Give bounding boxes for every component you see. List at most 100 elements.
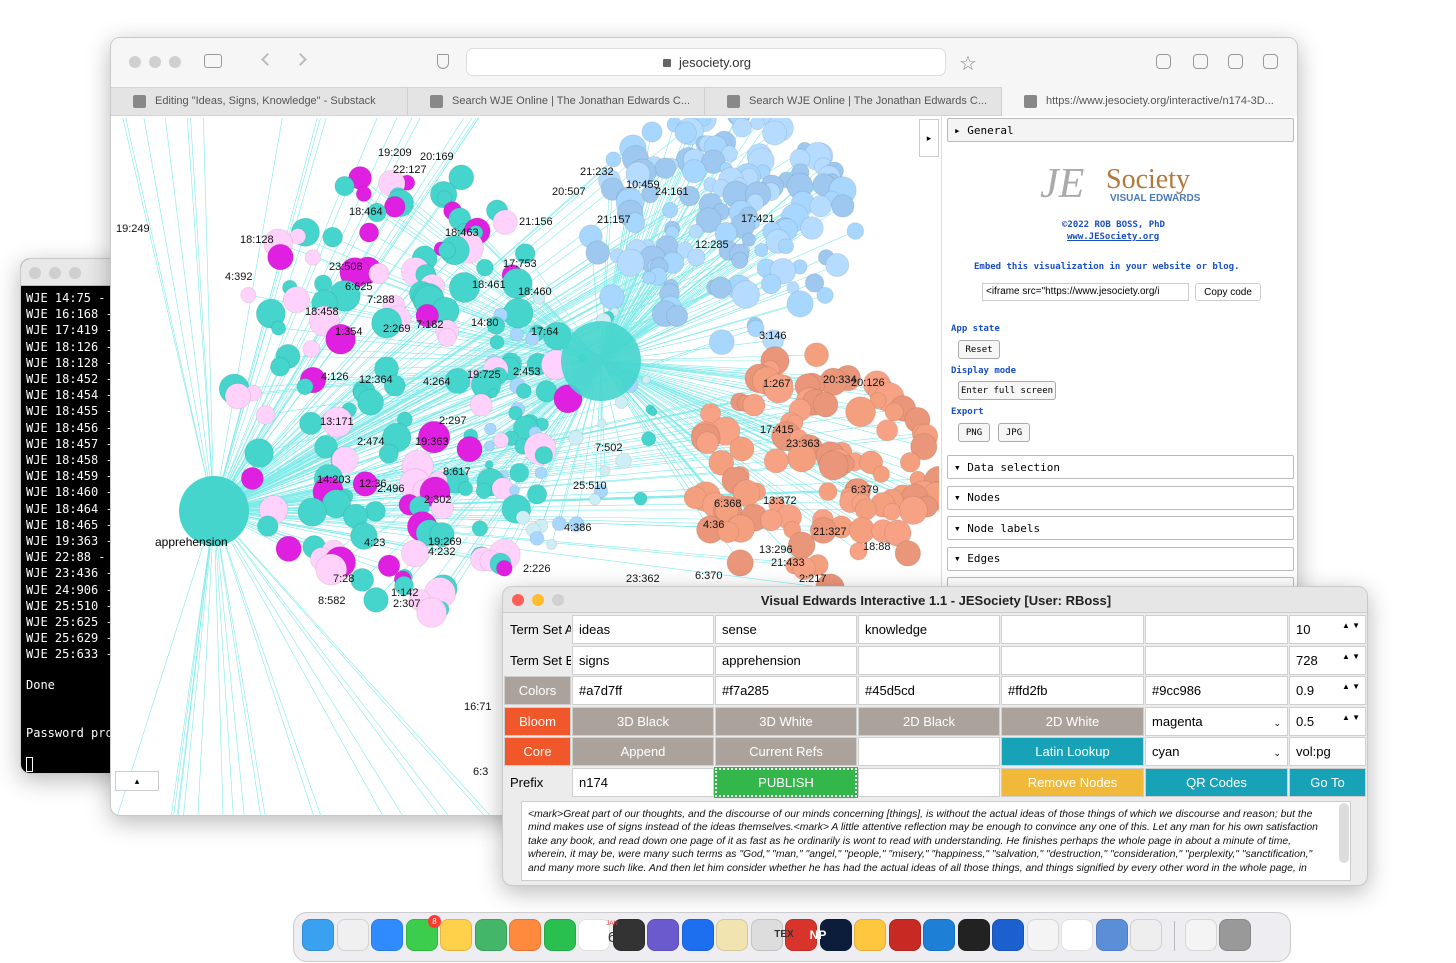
text-field[interactable]: #45d5cd xyxy=(858,676,1000,705)
app-icon[interactable] xyxy=(785,919,817,951)
spinner[interactable]: 0.5 ▲ ▼ xyxy=(1289,706,1366,736)
text-field[interactable] xyxy=(858,645,1000,675)
button[interactable]: 3D White xyxy=(715,706,857,736)
app-icon[interactable] xyxy=(336,919,369,951)
button[interactable]: QR Codes xyxy=(1145,767,1288,797)
toolbar-icon[interactable] xyxy=(1263,54,1278,69)
button[interactable]: Latin Lookup xyxy=(1001,737,1144,766)
app-icon[interactable] xyxy=(302,919,334,951)
window-button[interactable] xyxy=(532,594,544,606)
text-field[interactable] xyxy=(858,767,1000,797)
button[interactable]: PUBLISH xyxy=(714,766,858,798)
text-field[interactable]: #a7d7ff xyxy=(572,676,714,705)
button[interactable]: Core xyxy=(504,737,571,766)
app-icon[interactable] xyxy=(1061,919,1093,951)
button[interactable]: Go To xyxy=(1289,767,1366,797)
toolbar-icon[interactable] xyxy=(1156,54,1171,69)
tab[interactable]: Editing "Ideas, Signs, Knowledge" - Subs… xyxy=(111,87,408,116)
app-icon[interactable] xyxy=(578,919,610,951)
app-icon[interactable] xyxy=(612,919,645,951)
button[interactable]: Remove Nodes xyxy=(1001,767,1144,797)
reset-button[interactable]: Reset xyxy=(958,340,1000,359)
app-icon[interactable] xyxy=(750,919,783,951)
app-icon[interactable] xyxy=(819,919,852,951)
collapse-button[interactable]: ▸ xyxy=(919,119,939,157)
text-field[interactable]: #9cc986 xyxy=(1145,676,1288,705)
text-area[interactable]: <mark>Great part of our thoughts, and th… xyxy=(521,801,1351,881)
folder-general[interactable]: ▸ General xyxy=(947,118,1294,142)
app-icon[interactable] xyxy=(957,919,990,951)
copy-button[interactable]: Copy code xyxy=(1195,283,1261,301)
site-link[interactable]: www.JESociety.org xyxy=(1067,232,1160,242)
tab[interactable]: Search WJE Online | The Jonathan Edwards… xyxy=(408,87,705,116)
text-field[interactable] xyxy=(1001,645,1144,675)
spinner[interactable]: 10 ▲ ▼ xyxy=(1289,615,1366,644)
window-button[interactable] xyxy=(552,594,564,606)
text-field[interactable]: knowledge xyxy=(858,615,1000,644)
dropdown[interactable]: cyan ⌄ xyxy=(1145,737,1288,766)
spinner[interactable]: 728 ▲ ▼ xyxy=(1289,645,1366,675)
bookmark-star[interactable]: ☆ xyxy=(959,53,977,75)
text-field[interactable]: ideas xyxy=(572,615,714,644)
text-field[interactable]: signs xyxy=(572,645,714,675)
app-icon[interactable] xyxy=(1219,919,1251,951)
app-icon[interactable] xyxy=(440,919,472,951)
text-field[interactable]: n174 xyxy=(572,767,714,797)
folder[interactable]: ▾ Data selection xyxy=(947,455,1294,479)
window-button[interactable] xyxy=(169,56,181,68)
app-icon[interactable] xyxy=(405,919,438,951)
address-bar[interactable]: jesociety.org xyxy=(466,48,946,76)
app-icon[interactable] xyxy=(371,919,403,951)
window-button[interactable] xyxy=(29,267,41,279)
app-icon[interactable] xyxy=(1095,919,1128,951)
text-field[interactable] xyxy=(858,737,1000,766)
sidebar-button[interactable] xyxy=(204,54,222,68)
app-icon[interactable] xyxy=(1026,919,1059,951)
app-icon[interactable] xyxy=(509,919,541,951)
tab[interactable]: https://www.jesociety.org/interactive/n1… xyxy=(1002,87,1297,116)
app-icon[interactable] xyxy=(888,919,921,951)
jpg-button[interactable]: JPG xyxy=(998,423,1030,442)
toolbar-icon[interactable] xyxy=(1228,54,1243,69)
window-button[interactable] xyxy=(69,267,81,279)
app-icon[interactable] xyxy=(543,919,576,951)
spinner[interactable]: 0.9 ▲ ▼ xyxy=(1289,676,1366,705)
app-icon[interactable] xyxy=(647,919,679,951)
text-field[interactable]: sense xyxy=(715,615,857,644)
folder[interactable]: ▾ Nodes xyxy=(947,485,1294,510)
text-field[interactable]: #ffd2fb xyxy=(1001,676,1144,705)
window-button[interactable] xyxy=(512,594,524,606)
window-button[interactable] xyxy=(149,56,161,68)
app-icon[interactable] xyxy=(716,919,748,951)
button[interactable]: 3D Black xyxy=(572,706,714,736)
app-icon[interactable] xyxy=(923,919,955,951)
app-icon[interactable] xyxy=(474,919,507,951)
button[interactable]: Append xyxy=(572,737,714,766)
iframe-field[interactable]: <iframe src="https://www.jesociety.org/i xyxy=(982,283,1189,301)
text-field[interactable]: #f7a285 xyxy=(715,676,857,705)
app-icon[interactable] xyxy=(854,919,886,951)
app-icon[interactable] xyxy=(992,919,1024,951)
png-button[interactable]: PNG xyxy=(958,423,990,442)
tab[interactable]: Search WJE Online | The Jonathan Edwards… xyxy=(705,87,1002,116)
button[interactable]: 2D Black xyxy=(858,706,1000,736)
toolbar-icon[interactable] xyxy=(1193,54,1208,69)
button[interactable]: Current Refs xyxy=(715,737,857,766)
button[interactable]: Colors xyxy=(504,676,571,705)
text-field[interactable]: apprehension xyxy=(715,645,857,675)
expand-button[interactable]: ▴ xyxy=(115,771,159,791)
button[interactable]: 2D White xyxy=(1001,706,1144,736)
text-field[interactable] xyxy=(1001,615,1144,644)
dropdown[interactable]: magenta ⌄ xyxy=(1145,706,1288,736)
app-icon[interactable] xyxy=(1184,919,1217,951)
text-field[interactable] xyxy=(1145,645,1288,675)
button[interactable]: Bloom xyxy=(504,706,571,736)
graph-canvas[interactable]: apprehension 18:128 4:392 19:249 19:209 20:16… xyxy=(114,118,939,816)
text-field[interactable]: vol:pg xyxy=(1289,737,1366,766)
window-button[interactable] xyxy=(129,56,141,68)
fullscreen-button[interactable]: Enter full screen xyxy=(958,381,1056,400)
app-icon[interactable] xyxy=(681,919,714,951)
text-field[interactable] xyxy=(1145,615,1288,644)
app-icon[interactable] xyxy=(1130,919,1162,951)
folder[interactable]: ▾ Node labels xyxy=(947,516,1294,540)
